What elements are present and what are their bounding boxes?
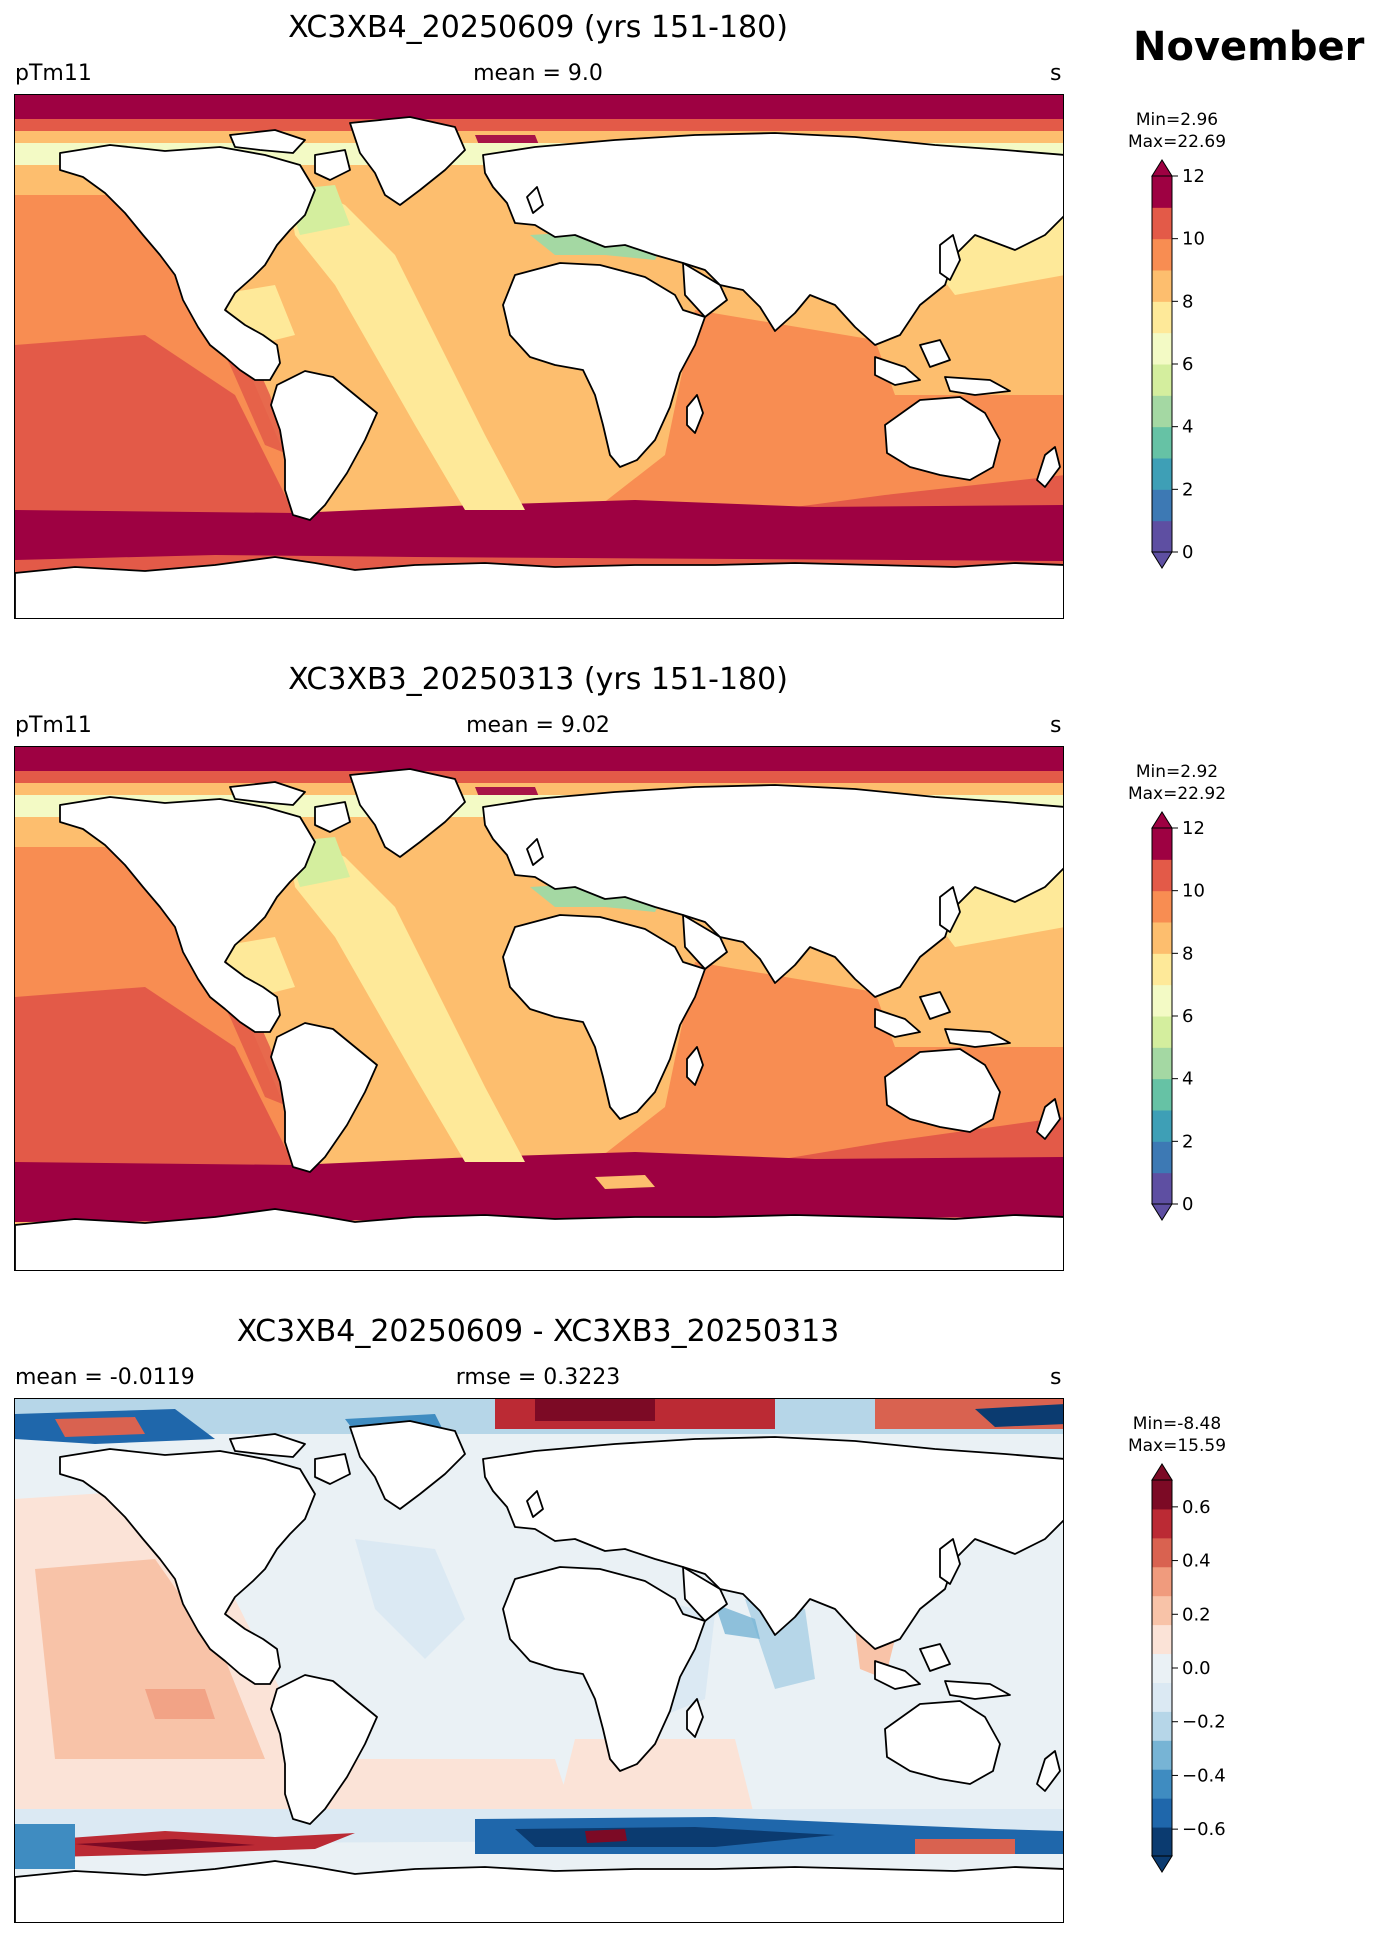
month-title: November xyxy=(1133,24,1365,70)
colorbar-tick-label: 0.2 xyxy=(1182,1604,1211,1625)
colorbar-segment xyxy=(1152,1537,1172,1568)
colorbar-segment xyxy=(1152,953,1172,986)
colorbar-tick-label: −0.2 xyxy=(1182,1712,1226,1733)
colorbar-tick-label: 8 xyxy=(1182,291,1193,312)
panel-3-left-label: mean = -0.0119 xyxy=(15,1365,195,1390)
colorbar-tick-label: 0.4 xyxy=(1182,1551,1211,1572)
colorbar-tick-label: 2 xyxy=(1182,479,1193,500)
colorbar-segment xyxy=(1152,984,1172,1017)
colorbar-segment xyxy=(1152,1566,1172,1597)
colorbar-segment xyxy=(1152,176,1172,208)
colorbar-segment xyxy=(1152,1141,1172,1174)
colorbar-segment xyxy=(1152,520,1172,553)
colorbar-tick-label: −0.6 xyxy=(1182,1819,1226,1840)
colorbar-tick-label: 12 xyxy=(1182,818,1205,839)
colorbar-segment xyxy=(1152,1047,1172,1080)
panel-3-max-text: Max=15.59 xyxy=(1127,1436,1227,1456)
panel-2-max-text: Max=22.92 xyxy=(1127,784,1227,804)
colorbar-segment xyxy=(1152,1682,1172,1712)
colorbar-tick-label: 8 xyxy=(1182,943,1193,964)
colorbar-segment xyxy=(1152,859,1172,892)
colorbar-segment xyxy=(1152,395,1172,428)
colorbar-tick-label: 10 xyxy=(1182,229,1205,250)
colorbar-extend-max xyxy=(1151,1463,1173,1481)
colorbar-segment xyxy=(1152,301,1172,334)
panel-2-left-label: pTm11 xyxy=(15,713,92,738)
panel-3-min-text: Min=-8.48 xyxy=(1132,1414,1222,1434)
colorbar-segment xyxy=(1152,1798,1172,1828)
panel-3-units-label: s xyxy=(1050,1365,1062,1390)
colorbar-segment xyxy=(1152,238,1172,271)
colorbar-tick-label: −0.4 xyxy=(1182,1765,1226,1786)
panel-1-colorbar: 0 2 4 6 8 10 12 xyxy=(1151,159,1205,569)
colorbar-segment xyxy=(1152,922,1172,954)
panel-1-map xyxy=(14,94,1064,619)
colorbar-extend-min xyxy=(1151,551,1173,569)
colorbar-segment xyxy=(1152,1711,1172,1741)
panel-1-max-text: Max=22.69 xyxy=(1127,132,1227,152)
panel-2-min-text: Min=2.92 xyxy=(1135,762,1219,782)
colorbar-extend-min xyxy=(1151,1855,1173,1873)
colorbar-tick-label: 4 xyxy=(1182,1069,1193,1090)
colorbar-segment xyxy=(1152,828,1172,860)
colorbar-segment xyxy=(1152,1624,1172,1655)
colorbar-extend-max xyxy=(1151,811,1173,829)
panel-1-center-label: mean = 9.0 xyxy=(473,61,603,86)
panel-2-units-label: s xyxy=(1050,713,1062,738)
colorbar-extend-max xyxy=(1151,159,1173,177)
colorbar-tick-label: 0.6 xyxy=(1182,1497,1211,1518)
panel-3-map xyxy=(14,1398,1064,1923)
colorbar-segment xyxy=(1152,890,1172,923)
panel-2-colorbar: 0 2 4 6 8 10 12 xyxy=(1151,811,1205,1221)
colorbar-tick-label: 6 xyxy=(1182,1006,1193,1027)
colorbar-segment xyxy=(1152,489,1172,522)
colorbar-segment xyxy=(1152,1172,1172,1205)
colorbar-tick-label: 0 xyxy=(1182,542,1193,563)
colorbar-tick-label: 0.0 xyxy=(1182,1658,1211,1679)
panel-2-title: XC3XB3_20250313 (yrs 151-180) xyxy=(288,662,788,697)
colorbar-segment xyxy=(1152,1016,1172,1048)
colorbar-segment xyxy=(1152,426,1172,459)
colorbar-segment xyxy=(1152,1769,1172,1799)
panel-1-left-label: pTm11 xyxy=(15,61,92,86)
colorbar-segment xyxy=(1152,1078,1172,1111)
panel-1-units-label: s xyxy=(1050,61,1062,86)
colorbar-segment xyxy=(1152,207,1172,240)
colorbar-segment xyxy=(1152,1740,1172,1770)
colorbar-segment xyxy=(1152,458,1172,490)
colorbar-segment xyxy=(1152,270,1172,302)
colorbar-segment xyxy=(1152,332,1172,365)
panel-1-min-text: Min=2.96 xyxy=(1135,110,1219,130)
colorbar-segment xyxy=(1152,1110,1172,1142)
colorbar-tick-label: 6 xyxy=(1182,354,1193,375)
colorbar-segment xyxy=(1152,364,1172,396)
colorbar-segment xyxy=(1152,1508,1172,1539)
colorbar-segment xyxy=(1152,1480,1172,1510)
panel-3-center-label: rmse = 0.3223 xyxy=(455,1365,621,1390)
panel-3-title: XC3XB4_20250609 - XC3XB3_20250313 xyxy=(236,1314,840,1349)
colorbar-tick-label: 0 xyxy=(1182,1194,1193,1215)
colorbar-tick-label: 4 xyxy=(1182,417,1193,438)
panel-1-title: XC3XB4_20250609 (yrs 151-180) xyxy=(288,10,788,45)
panel-3-colorbar: −0.6 −0.4 −0.2 0.0 0.2 0.4 0.6 xyxy=(1151,1463,1226,1873)
colorbar-tick-label: 10 xyxy=(1182,881,1205,902)
colorbar-tick-label: 2 xyxy=(1182,1131,1193,1152)
panel-2-center-label: mean = 9.02 xyxy=(466,713,610,738)
colorbar-segment xyxy=(1152,1827,1172,1857)
colorbar-tick-label: 12 xyxy=(1182,166,1205,187)
colorbar-extend-min xyxy=(1151,1203,1173,1221)
panel-2-map xyxy=(14,746,1064,1271)
colorbar-segment xyxy=(1152,1653,1172,1683)
colorbar-segment xyxy=(1152,1595,1172,1626)
